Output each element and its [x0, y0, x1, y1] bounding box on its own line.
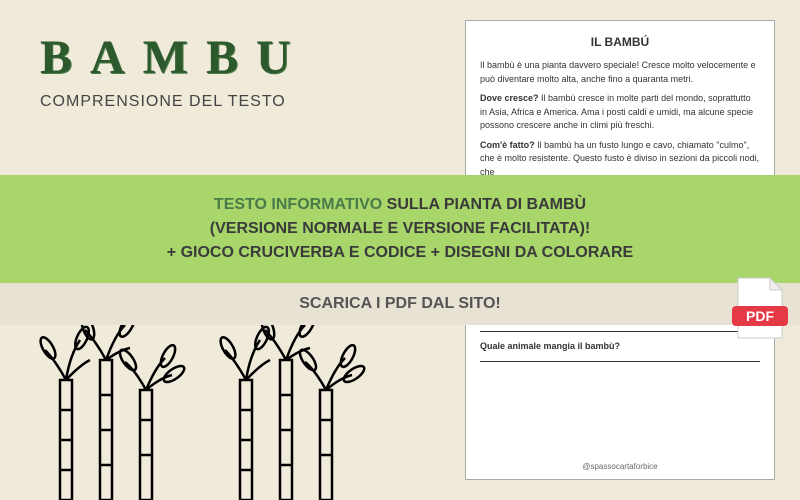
doc-section-2: Com'è fatto? Il bambù ha un fusto lungo … [480, 139, 760, 180]
svg-text:PDF: PDF [746, 308, 774, 324]
banner-line3: + GIOCO CRUCIVERBA E CODICE + DISEGNI DA… [167, 244, 633, 261]
bamboo-decoration-icon [30, 320, 190, 500]
promo-banner: TESTO INFORMATIVO SULLA PIANTA DI BAMBÙ … [0, 175, 800, 325]
doc-footer: @spassocartaforbice [466, 461, 774, 473]
banner-main: TESTO INFORMATIVO SULLA PIANTA DI BAMBÙ … [0, 175, 800, 283]
doc-q1-label: Dove cresce? [480, 93, 539, 103]
banner-line1-bold: TESTO INFORMATIVO [214, 196, 382, 213]
bamboo-decoration-icon [210, 320, 370, 500]
doc-section-1: Dove cresce? Il bambù cresce in molte pa… [480, 92, 760, 133]
doc-intro: Il bambù è una pianta davvero speciale! … [480, 59, 760, 86]
doc-q2-label: Com'è fatto? [480, 140, 535, 150]
banner-line2: (VERSIONE NORMALE E VERSIONE FACILITATA)… [210, 220, 590, 237]
banner-cta[interactable]: SCARICA I PDF DAL SITO! [0, 283, 800, 325]
doc-title: IL BAMBÚ [480, 33, 760, 51]
banner-line1-rest: SULLA PIANTA DI BAMBÙ [382, 196, 586, 213]
pdf-icon: PDF [730, 276, 790, 340]
doc-question-2: Quale animale mangia il bambù? [480, 340, 760, 363]
